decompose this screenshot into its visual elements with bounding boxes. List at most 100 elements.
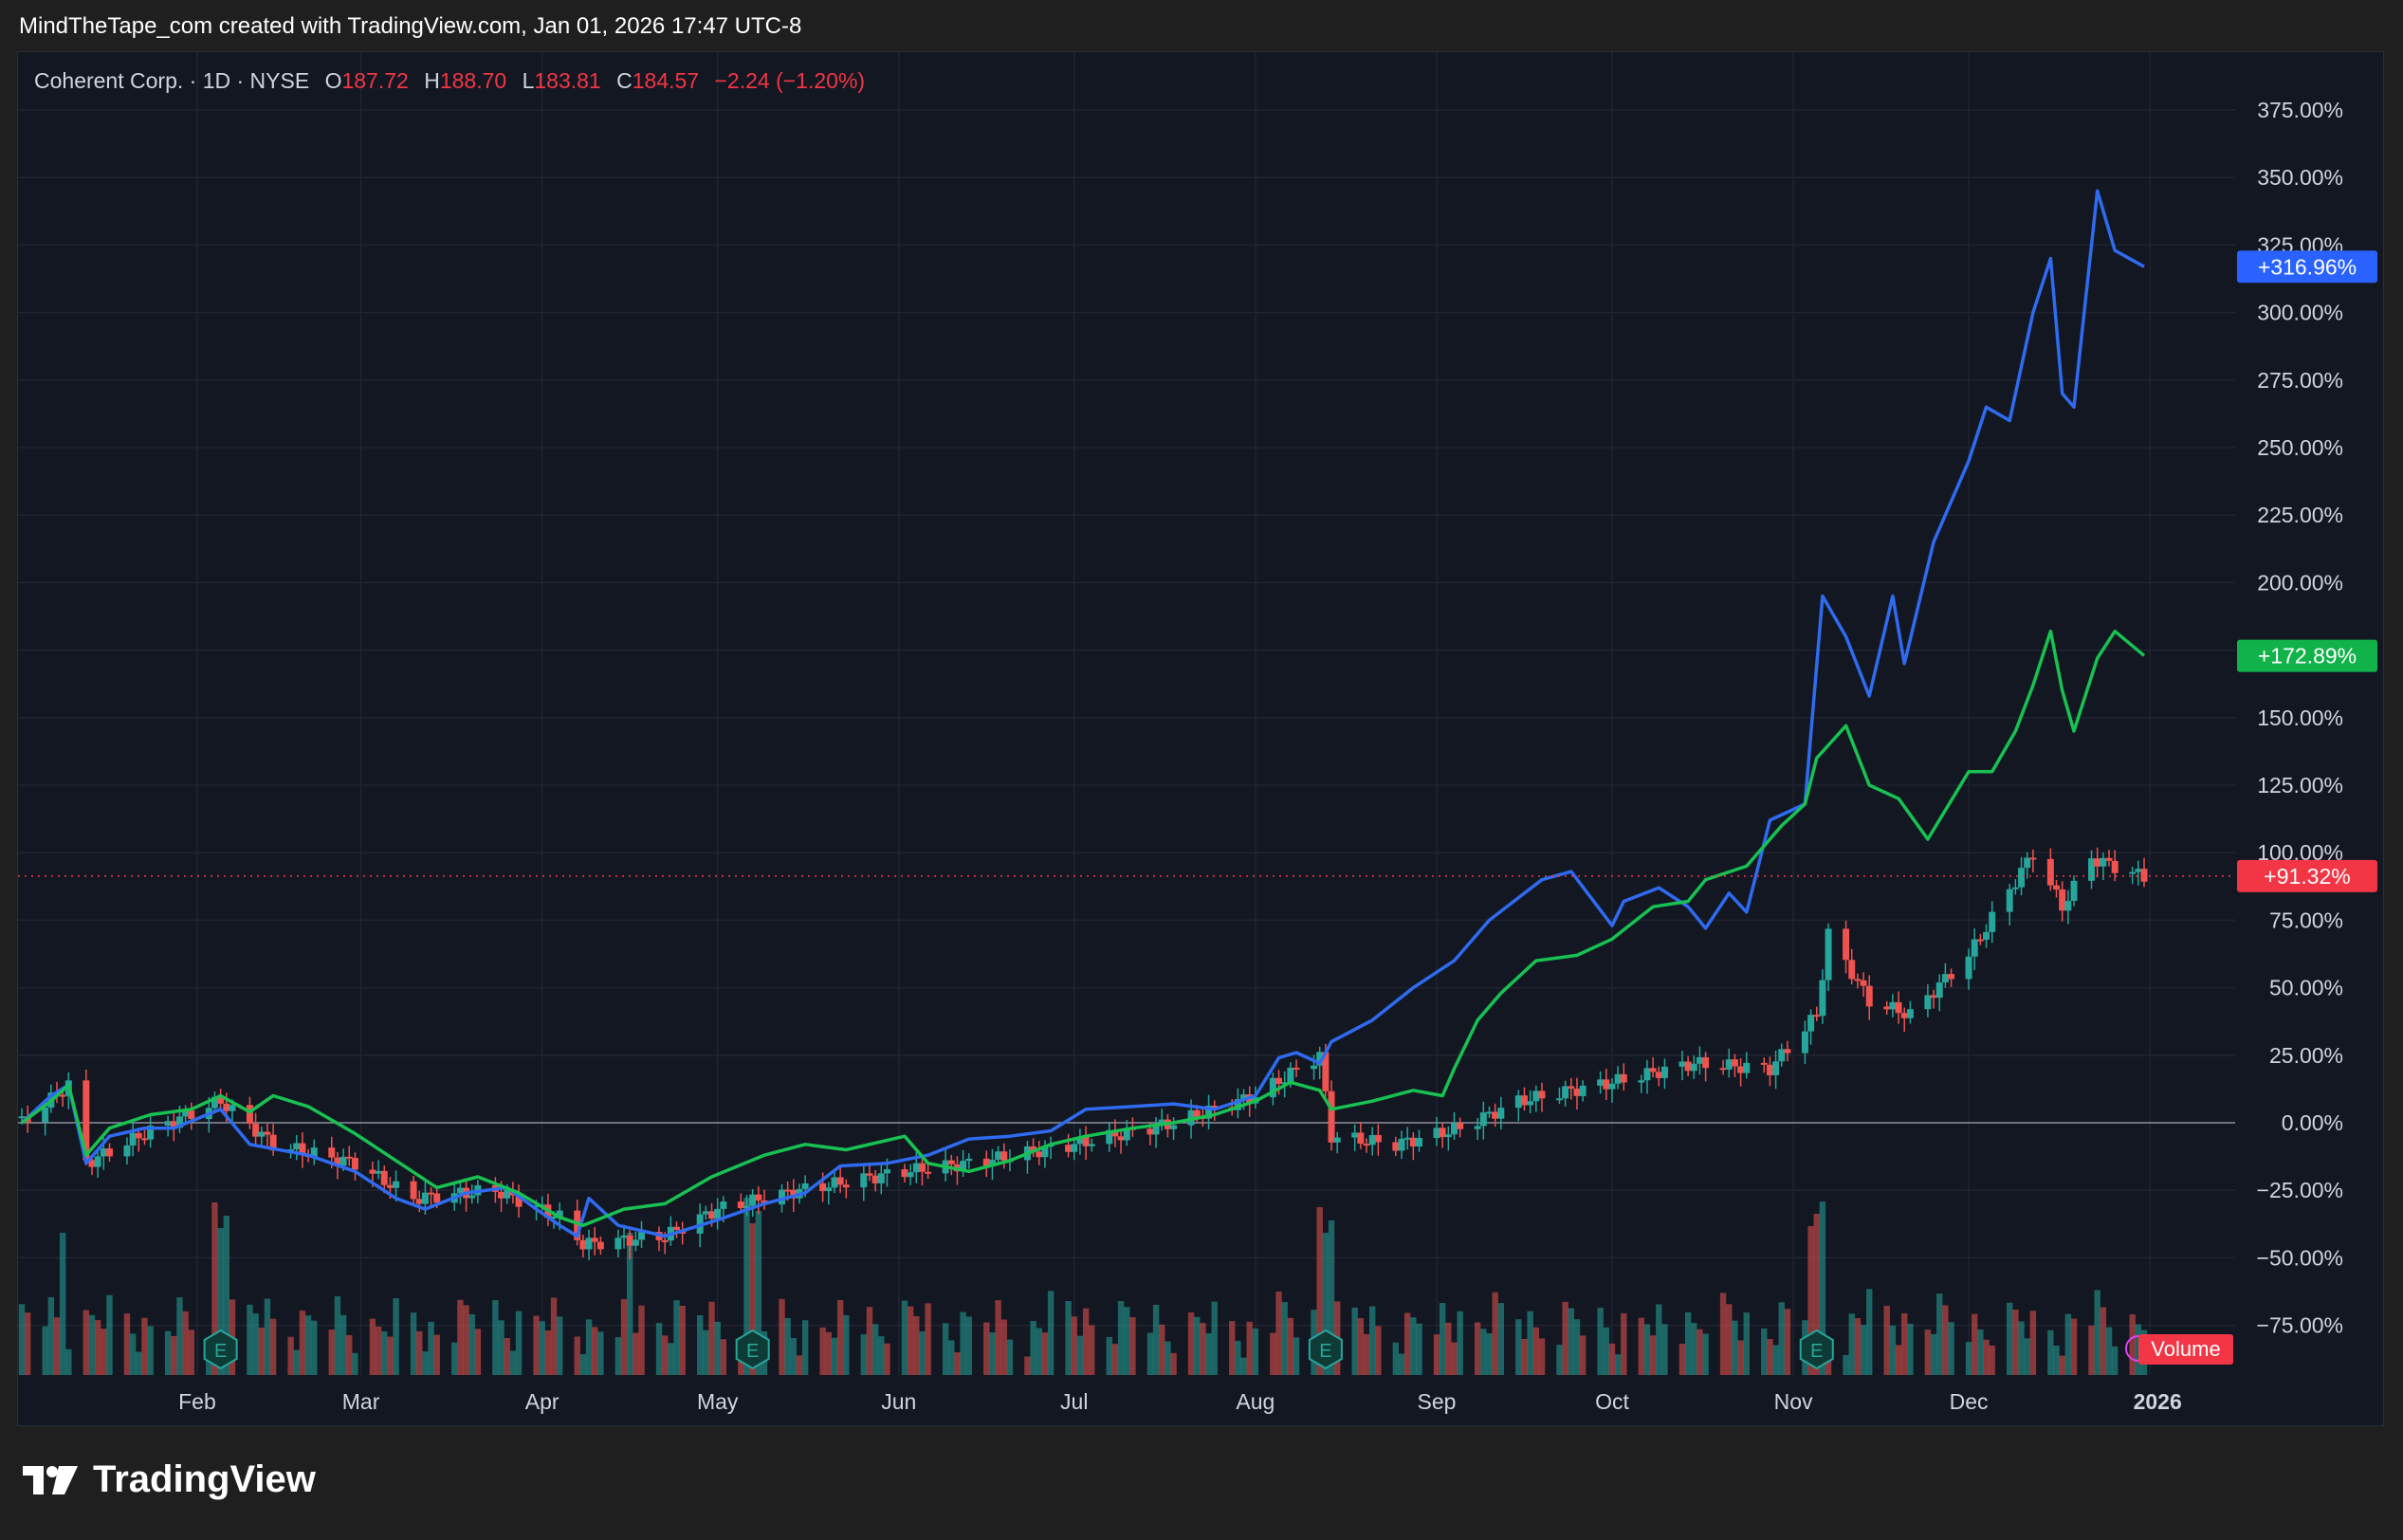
candle-body [1865,985,1873,1007]
candle-body [170,1121,177,1128]
price-chart[interactable]: 375.00%350.00%325.00%300.00%275.00%250.0… [18,52,2383,1425]
volume-bar [638,1305,645,1375]
volume-bar [557,1316,563,1375]
volume-bar [1439,1303,1446,1375]
candle-body [2053,885,2061,889]
volume-bar [1006,1339,1014,1375]
volume-bar [1901,1312,1908,1375]
candle-body [229,1105,236,1111]
candle-body [1725,1059,1733,1070]
volume-badge-text: Volume [2151,1337,2220,1361]
y-tick-label: 250.00% [2257,435,2343,460]
y-tick-label: 25.00% [2269,1043,2343,1068]
chart-panel[interactable]: 375.00% 350.00% 325.00% 300.00% 275.00% 250.0… [17,51,2384,1426]
y-tick-label: −50.00% [2257,1245,2343,1270]
candle-body [1719,1068,1727,1071]
candle-body [965,1158,973,1162]
volume-bar [1071,1316,1077,1375]
volume-bar [1211,1301,1218,1375]
x-tick-label: Nov [1774,1389,1813,1414]
candle-body [246,1105,253,1125]
volume-bar [544,1330,552,1375]
volume-bar [2006,1302,2013,1375]
y-tick-label: 350.00% [2257,165,2343,190]
candle-body [743,1205,750,1209]
volume-bar [1819,1201,1826,1375]
volume-bar [1737,1340,1744,1375]
candle-body [175,1116,183,1128]
candle-body [1603,1079,1610,1090]
volume-bar [182,1311,189,1375]
volume-bar [1030,1321,1036,1375]
candle-body [345,1156,353,1159]
volume-bar [1579,1335,1587,1375]
volume-bar [65,1348,72,1375]
candle-body [428,1192,435,1195]
candle-body [1690,1063,1697,1072]
candle-body [708,1211,716,1219]
candle-body [1368,1134,1376,1146]
volume-bar [1772,1345,1779,1375]
volume-bar [633,1332,639,1375]
volume-bar [836,1300,844,1375]
candle-body [1930,995,1937,999]
candle-body [1801,1031,1808,1054]
candle-body [1076,1136,1084,1145]
candle-body [1638,1080,1645,1083]
candle-body [1989,911,1996,932]
volume-bar [907,1306,914,1375]
candle-body [2064,901,2072,911]
candle-body [982,1158,990,1166]
candle-body [1784,1049,1791,1054]
candle-body [18,1116,26,1119]
y-tick-label: 225.00% [2257,503,2343,527]
volume-bar [468,1314,475,1375]
volume-bar [1041,1332,1049,1375]
candle-body [1649,1068,1657,1072]
volume-bar [1457,1311,1463,1375]
candle-body [632,1239,639,1246]
volume-bar [1538,1338,1546,1375]
candle-body [88,1160,96,1167]
volume-bar [1621,1312,1627,1375]
earnings-letter: E [746,1341,759,1362]
candle-body [825,1187,833,1192]
candle-body [1146,1128,1154,1135]
candle-body [714,1208,722,1219]
candle-body [1538,1091,1546,1099]
earnings-icon [735,1329,770,1370]
volume-bar [2047,1329,2054,1375]
x-tick-label: Mar [342,1389,380,1414]
volume-bar [1661,1324,1668,1375]
candle-body [140,1138,148,1141]
volume-bar [1375,1326,1382,1375]
candle-body [947,1160,955,1164]
candle-body [2006,889,2013,912]
volume-bar [2135,1324,2142,1375]
volume-bar [1036,1328,1042,1375]
volume-bar [2094,1290,2100,1375]
candle-body [59,1094,66,1097]
volume-bar [299,1311,306,1375]
candle-body [393,1181,400,1188]
volume-bar [369,1318,376,1375]
volume-bar [47,1296,55,1375]
candle-body [1684,1061,1692,1072]
candle-body [638,1232,646,1240]
candle-body [386,1184,394,1188]
volume-bar [141,1317,148,1375]
volume-bar [1726,1304,1733,1375]
candle-body [620,1235,628,1238]
volume-bar [1082,1308,1090,1375]
tradingview-logo[interactable]: TradingView [23,1458,316,1501]
candle-body [1520,1095,1528,1106]
candle-body [2024,857,2031,869]
volume-bar [2018,1321,2025,1375]
volume-bar [708,1301,715,1375]
volume-bar [1597,1308,1604,1375]
volume-bar [668,1343,674,1375]
candle-body [866,1173,873,1176]
volume-bar [1848,1313,1855,1375]
volume-bar [1691,1323,1697,1375]
volume-bar [94,1320,101,1375]
